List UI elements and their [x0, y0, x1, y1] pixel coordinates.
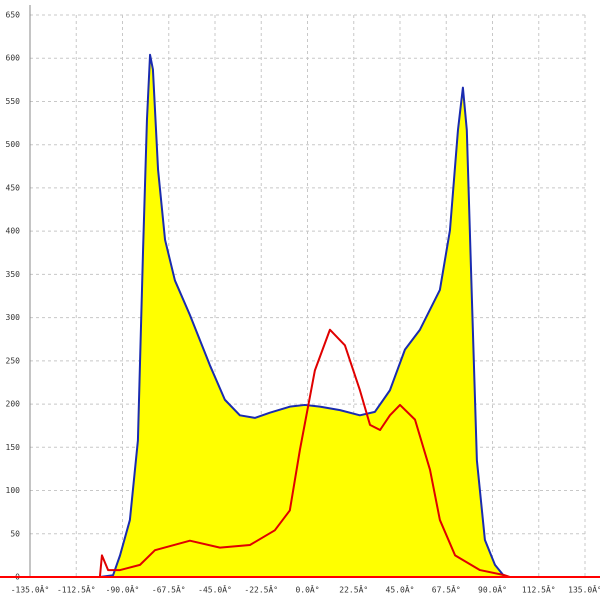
y-tick-label: 650: [6, 11, 21, 20]
y-tick-label: 100: [6, 486, 21, 495]
y-tick-label: 50: [10, 529, 20, 538]
x-tick-label: 135.0Â°: [568, 584, 600, 595]
y-tick-label: 600: [6, 54, 21, 63]
area: [99, 54, 505, 577]
x-tick-label: -112.5Â°: [57, 584, 96, 595]
y-tick-label: 450: [6, 183, 21, 192]
x-tick-label: 67.5Â°: [432, 584, 461, 595]
x-tick-label: -67.5Â°: [152, 584, 186, 595]
x-tick-label: -22.5Â°: [244, 584, 278, 595]
y-tick-label: 550: [6, 97, 21, 106]
x-tick-label: -135.0Â°: [11, 584, 50, 595]
y-tick-label: 300: [6, 313, 21, 322]
x-tick-label: -45.0Â°: [198, 584, 232, 595]
y-tick-label: 400: [6, 227, 21, 236]
y-tick-label: 150: [6, 443, 21, 452]
y-tick-label: 250: [6, 356, 21, 365]
x-tick-label: 22.5Â°: [339, 584, 368, 595]
x-tick-label: 45.0Â°: [386, 584, 415, 595]
x-tick-label: 0.0Â°: [295, 584, 319, 595]
x-tick-label: -90.0Â°: [106, 584, 140, 595]
line: [98, 328, 511, 578]
x-tick-label: 90.0Â°: [478, 584, 507, 595]
y-tick-label: 500: [6, 140, 21, 149]
line: [99, 53, 506, 578]
x-tick-label: 112.5Â°: [522, 584, 556, 595]
y-tick-label: 200: [6, 400, 21, 409]
y-tick-label: 350: [6, 270, 21, 279]
